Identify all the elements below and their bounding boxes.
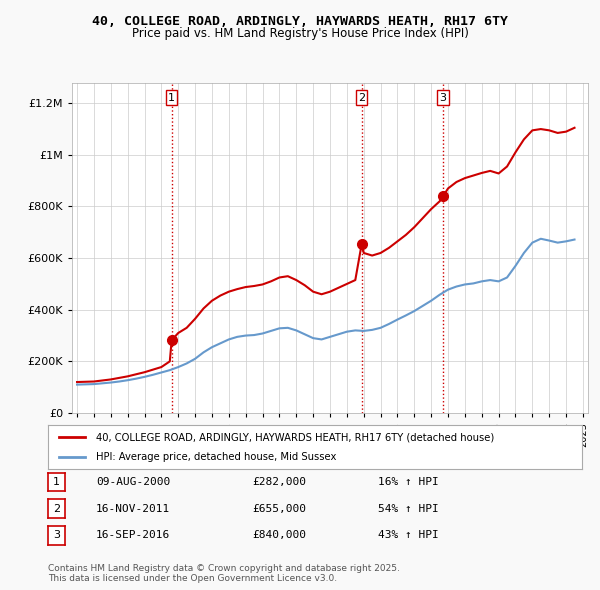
Text: £282,000: £282,000: [252, 477, 306, 487]
Text: 3: 3: [53, 530, 60, 540]
Text: 40, COLLEGE ROAD, ARDINGLY, HAYWARDS HEATH, RH17 6TY (detached house): 40, COLLEGE ROAD, ARDINGLY, HAYWARDS HEA…: [96, 432, 494, 442]
Text: 3: 3: [440, 93, 446, 103]
Text: 2: 2: [358, 93, 365, 103]
Text: 16% ↑ HPI: 16% ↑ HPI: [378, 477, 439, 487]
Text: 1: 1: [168, 93, 175, 103]
Text: 1: 1: [53, 477, 60, 487]
Text: 54% ↑ HPI: 54% ↑ HPI: [378, 504, 439, 513]
Text: HPI: Average price, detached house, Mid Sussex: HPI: Average price, detached house, Mid …: [96, 452, 337, 461]
Text: 43% ↑ HPI: 43% ↑ HPI: [378, 530, 439, 540]
Text: Price paid vs. HM Land Registry's House Price Index (HPI): Price paid vs. HM Land Registry's House …: [131, 27, 469, 40]
Text: 16-SEP-2016: 16-SEP-2016: [96, 530, 170, 540]
Text: £840,000: £840,000: [252, 530, 306, 540]
Text: Contains HM Land Registry data © Crown copyright and database right 2025.
This d: Contains HM Land Registry data © Crown c…: [48, 563, 400, 583]
Text: 2: 2: [53, 504, 60, 513]
Text: £655,000: £655,000: [252, 504, 306, 513]
Text: 09-AUG-2000: 09-AUG-2000: [96, 477, 170, 487]
Text: 40, COLLEGE ROAD, ARDINGLY, HAYWARDS HEATH, RH17 6TY: 40, COLLEGE ROAD, ARDINGLY, HAYWARDS HEA…: [92, 15, 508, 28]
Text: 16-NOV-2011: 16-NOV-2011: [96, 504, 170, 513]
